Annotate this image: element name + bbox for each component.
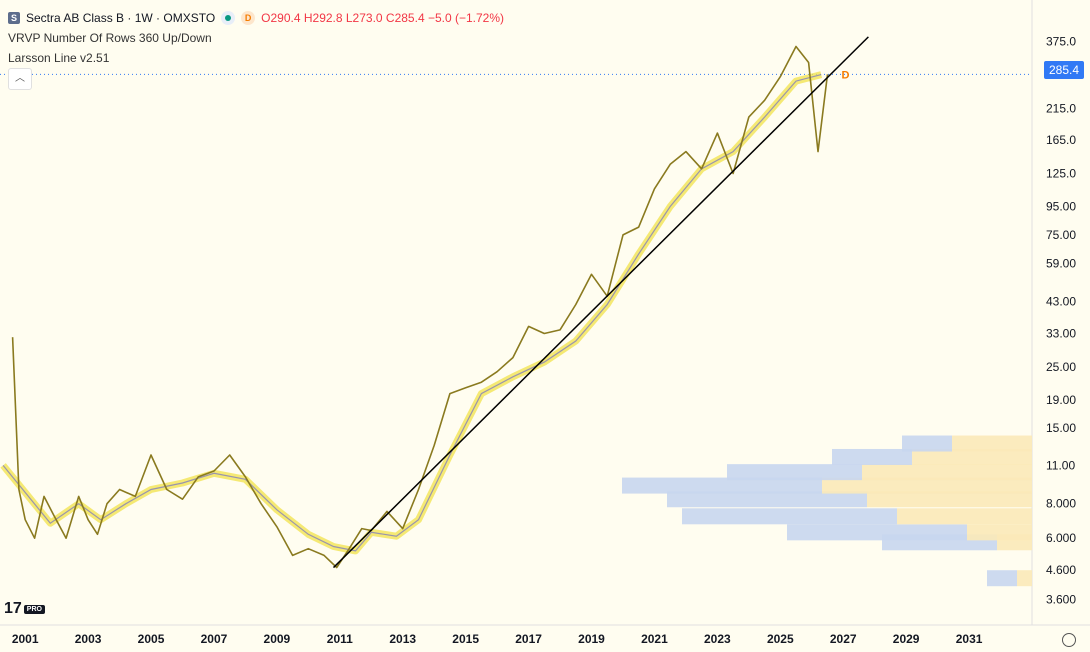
indicator-larsson-line[interactable]: Larsson Line v2.51 xyxy=(8,51,110,65)
tradingview-logo[interactable]: 17 PRO xyxy=(4,600,45,618)
y-tick-label: 165.0 xyxy=(1046,133,1076,147)
x-tick-label: 2023 xyxy=(704,632,731,646)
volume-profile-up-bar xyxy=(867,491,1032,508)
y-tick-label: 33.00 xyxy=(1046,326,1076,340)
y-tick-label: 8.000 xyxy=(1046,497,1076,511)
gear-icon[interactable] xyxy=(1062,633,1076,647)
volume-profile-up-bar xyxy=(967,524,1032,541)
y-tick-label: 19.00 xyxy=(1046,393,1076,407)
y-tick-label: 215.0 xyxy=(1046,101,1076,115)
collapse-legend-button[interactable]: ︿ xyxy=(8,68,32,90)
volume-profile-down-bar xyxy=(987,570,1017,587)
y-tick-label: 25.00 xyxy=(1046,360,1076,374)
legend-row-symbol: S Sectra AB Class B · 1W · OMXSTO D O290… xyxy=(8,8,504,28)
logo-text: 17 xyxy=(4,600,22,617)
x-tick-label: 2013 xyxy=(389,632,416,646)
x-tick-label: 2031 xyxy=(956,632,983,646)
d-badge-icon: D xyxy=(241,11,256,25)
y-tick-label: 59.00 xyxy=(1046,257,1076,271)
y-tick-label: 75.00 xyxy=(1046,228,1076,242)
pro-badge: PRO xyxy=(23,604,45,614)
y-tick-label: 125.0 xyxy=(1046,167,1076,181)
volume-profile-down-bar xyxy=(667,491,867,508)
y-tick-label: 4.600 xyxy=(1046,563,1076,577)
volume-profile-up-bar xyxy=(1017,570,1032,587)
y-tick-label: 6.000 xyxy=(1046,531,1076,545)
chart-legend: S Sectra AB Class B · 1W · OMXSTO D O290… xyxy=(8,8,504,68)
y-tick-label: 375.0 xyxy=(1046,35,1076,49)
volume-profile-down-bar xyxy=(902,435,952,452)
x-tick-label: 2007 xyxy=(201,632,228,646)
larsson-line-edge xyxy=(2,74,822,552)
y-tick-label: 15.00 xyxy=(1046,421,1076,435)
price-series-line xyxy=(11,45,829,569)
volume-profile-up-bar xyxy=(897,508,1032,525)
ohlc-values: O290.4 H292.8 L273.0 C285.4 −5.0 (−1.72%… xyxy=(261,11,504,25)
volume-profile-down-bar xyxy=(832,448,912,465)
x-tick-label: 2005 xyxy=(138,632,165,646)
volume-profile-down-bar xyxy=(682,508,897,525)
x-tick-label: 2003 xyxy=(75,632,102,646)
x-tick-label: 2021 xyxy=(641,632,668,646)
x-tick-label: 2015 xyxy=(452,632,479,646)
x-tick-label: 2025 xyxy=(767,632,794,646)
volume-profile-down-bar xyxy=(787,524,967,541)
dividend-marker: D xyxy=(841,69,849,81)
symbol-title[interactable]: Sectra AB Class B · 1W · OMXSTO xyxy=(26,11,216,25)
x-tick-label: 2001 xyxy=(12,632,39,646)
volume-profile-up-bar xyxy=(912,448,1032,465)
x-tick-label: 2027 xyxy=(830,632,857,646)
x-tick-label: 2011 xyxy=(327,632,353,646)
volume-profile-up-bar xyxy=(952,435,1032,452)
volume-profile-down-bar xyxy=(622,477,822,494)
volume-profile-down-bar xyxy=(727,464,862,481)
y-tick-label: 95.00 xyxy=(1046,200,1076,214)
x-tick-label: 2029 xyxy=(893,632,920,646)
y-tick-label: 3.600 xyxy=(1046,593,1076,607)
last-price-label: 285.4 xyxy=(1043,61,1084,79)
volume-profile-up-bar xyxy=(822,477,1032,494)
x-tick-label: 2017 xyxy=(515,632,542,646)
trend-line xyxy=(332,36,869,569)
y-tick-label: 43.00 xyxy=(1046,295,1076,309)
y-tick-label: 11.00 xyxy=(1046,458,1075,472)
live-dot-icon xyxy=(221,11,236,25)
x-tick-label: 2019 xyxy=(578,632,605,646)
symbol-logo-icon: S xyxy=(8,12,20,24)
volume-profile-up-bar xyxy=(862,464,1032,481)
x-tick-label: 2009 xyxy=(264,632,291,646)
indicator-vrvp[interactable]: VRVP Number Of Rows 360 Up/Down xyxy=(8,31,212,45)
